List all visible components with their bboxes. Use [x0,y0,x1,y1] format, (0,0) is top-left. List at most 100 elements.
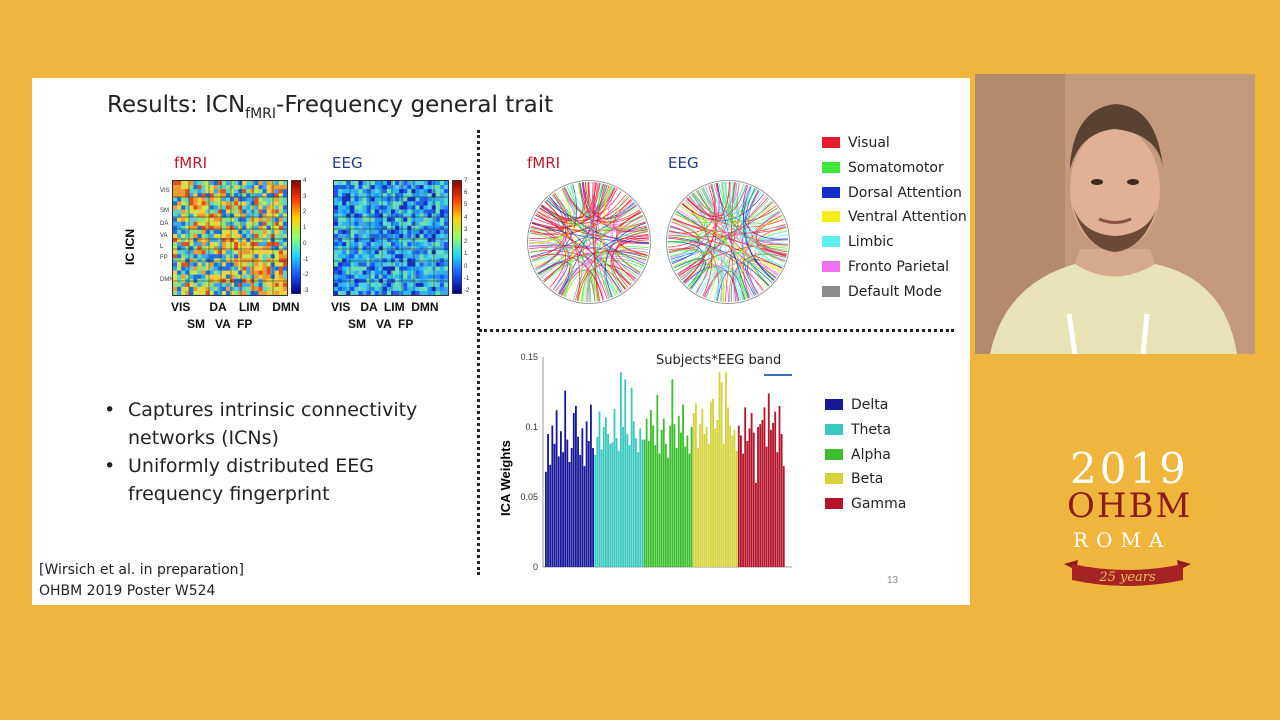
citation: [Wirsich et al. in preparation] [39,562,245,578]
ica-weight-bar [669,425,672,567]
y-tick-label: 0.15 [520,352,538,362]
ica-weight-bar [624,379,627,567]
legend-swatch [822,285,840,297]
title-subscript: fMRI [245,106,277,122]
legend-swatch [822,261,840,272]
chart-annotation: Subjects*EEG band [656,353,782,368]
ica-weight-bar [652,425,654,567]
legend-label: Visual [848,135,890,151]
y-tick-label: 0 [533,562,538,572]
title-main: Results: ICN [107,92,246,118]
ica-weight-bar [620,372,622,567]
ica-weight-bar [776,452,779,567]
matrix-row-tick: VIS [160,188,170,194]
ica-weight-bar [656,394,659,567]
ica-weight-bar [568,462,571,567]
colorbar-tick: 3 [464,226,468,233]
speaker-webcam [975,74,1255,354]
ica-weight-bar [770,429,772,567]
ica-weight-bar [658,453,661,567]
ica-weight-bar [643,439,646,567]
vertical-divider [477,130,480,575]
legend-label: Dorsal Attention [848,184,962,201]
legend-label: Gamma [851,496,907,513]
ica-weight-bar [761,420,764,567]
logo-ohbm: OHBM [1067,486,1193,526]
ica-weight-bar [639,428,642,567]
matrix-row-tick: VA [160,233,168,239]
ica-weight-bar [742,453,744,567]
ica-weight-bar [774,411,777,567]
ica-weight-bar [692,413,695,567]
legend-label: Limbic [848,234,894,251]
eeg-colorbar [452,180,462,294]
ica-weight-bar [602,427,605,567]
ica-weight-bar [733,429,736,567]
ica-weight-bar [587,441,590,567]
ica-weight-bar [688,453,691,567]
ica-weight-bar [690,427,693,567]
presentation-slide: Results: ICNfMRI-Frequency general trait… [32,78,970,605]
ica-weight-bar [613,408,616,567]
legend-swatch [825,448,843,460]
ica-weight-bar [752,432,755,567]
colorbar-tick: 5 [464,202,468,209]
ica-weight-bar [647,441,650,567]
eeg-x-labels-bottom: SM VA FP [348,317,414,331]
ica-weight-bar [714,428,717,567]
legend-label: Alpha [851,446,891,463]
matrix-row-tick: SM [160,208,169,214]
eeg-connectogram [666,180,790,304]
ica-weight-bar [718,372,721,567]
ica-weight-bar [551,425,554,567]
colorbar-tick: 0 [303,240,307,247]
fmri-matrix-label: fMRI [174,154,208,172]
chart-y-label: ICA Weights [498,440,513,516]
poster-reference: OHBM 2019 Poster W524 [39,583,216,599]
ica-weight-bar [720,382,723,567]
y-tick-label: 0.1 [525,422,538,432]
ica-weight-bar [560,431,562,567]
ica-weight-bar [750,413,753,567]
ica-weight-bar [729,425,732,567]
ica-weight-bar [707,443,710,567]
ica-weight-bar [596,436,599,567]
network-legend-item: Dorsal Attention [822,185,962,201]
ica-weight-bar [705,427,708,567]
ica-weight-bar [699,424,702,567]
page-number: 13 [887,575,899,586]
ica-weight-bar [594,455,597,567]
ica-weight-bar [722,443,725,567]
ica-weight-bar [583,466,586,567]
ica-weight-bar [549,464,552,567]
matrix-row-tick: DMN [160,277,174,283]
fmri-x-labels-top: VIS DA LIM DMN [171,300,300,314]
ica-weight-bar [667,457,669,567]
legend-swatch [822,211,840,223]
ica-weight-bar [626,434,629,567]
eeg-x-labels-top: VIS DA LIM DMN [331,300,439,314]
ica-weight-bar [710,401,712,567]
ica-weight-bar [650,410,652,567]
ica-weight-bar [635,438,637,567]
legend-swatch [825,473,843,485]
ica-weight-bar [553,443,556,567]
ica-weight-bar [598,411,601,567]
ica-weight-bar [581,428,584,567]
legend-swatch [822,236,840,248]
ica-weight-bar [767,393,770,567]
network-legend-item: Limbic [822,234,894,250]
ica-weight-bar [780,434,783,567]
legend-label: Somatomotor [848,159,944,176]
band-legend-item: Delta [825,397,888,413]
matrix-y-axis-label: IC ICN [123,229,137,265]
ica-weight-bar [585,421,588,567]
ica-weight-bar [579,455,582,567]
colorbar-tick: 1 [303,225,307,232]
ica-weight-bar [665,443,667,567]
ica-weight-bar [757,427,759,567]
ica-weight-bar [545,471,547,567]
ica-weight-bar [673,424,676,567]
ica-weight-bar [712,399,714,567]
legend-label: Delta [851,397,889,413]
